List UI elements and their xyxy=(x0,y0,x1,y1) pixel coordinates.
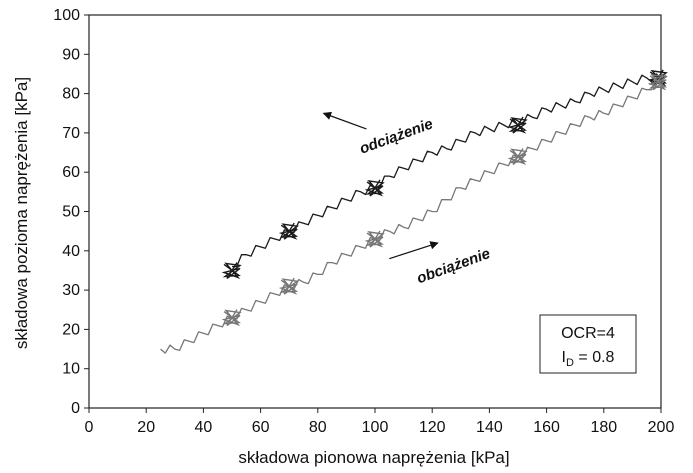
annotation-arrow xyxy=(389,241,439,260)
x-tick-label: 0 xyxy=(85,419,94,436)
y-tick-label: 50 xyxy=(62,204,80,221)
series-cluster xyxy=(507,116,528,134)
x-axis-label: składowa pionowa naprężenia [kPa] xyxy=(238,448,509,467)
y-tick-label: 70 xyxy=(62,125,80,142)
series-cluster xyxy=(647,73,668,91)
series-cluster xyxy=(507,148,528,166)
y-tick-label: 60 xyxy=(62,164,80,181)
x-tick-label: 100 xyxy=(362,419,389,436)
parameter-box-frame xyxy=(539,314,637,374)
annotation-label: odciążenie xyxy=(357,115,435,157)
x-tick-label: 140 xyxy=(476,419,503,436)
x-tick-label: 80 xyxy=(309,419,327,436)
y-tick-label: 90 xyxy=(62,46,80,63)
series-cluster xyxy=(278,277,299,295)
annotation-arrow xyxy=(322,111,367,130)
x-tick-label: 60 xyxy=(252,419,270,436)
x-tick-label: 180 xyxy=(590,419,617,436)
x-tick-label: 200 xyxy=(648,419,675,436)
x-tick-label: 20 xyxy=(137,419,155,436)
x-tick-label: 40 xyxy=(195,419,213,436)
series-cluster xyxy=(221,309,242,327)
x-tick-label: 160 xyxy=(533,419,560,436)
box-line-id: ID = 0.8 xyxy=(562,349,615,369)
series-line xyxy=(231,73,662,268)
series-cluster xyxy=(221,262,242,280)
y-tick-label: 100 xyxy=(53,7,80,24)
annotation-label: obciążenie xyxy=(415,245,493,287)
series-cluster xyxy=(278,222,299,240)
series-1 xyxy=(221,69,668,280)
y-tick-label: 80 xyxy=(62,86,80,103)
series-group xyxy=(160,69,668,354)
y-tick-label: 10 xyxy=(62,361,80,378)
series-2 xyxy=(160,73,668,354)
series-line xyxy=(160,77,662,354)
box-line-ocr: OCR=4 xyxy=(561,325,615,342)
tick-labels: 0 20 40 60 80 100 120 140 160 180 200 0 10 20 30 40 50 60… xyxy=(53,7,674,436)
series-cluster xyxy=(364,230,385,248)
y-tick-label: 40 xyxy=(62,243,80,260)
parameter-box: OCR=4 ID = 0.8 xyxy=(539,314,637,374)
x-tick-label: 120 xyxy=(419,419,446,436)
series-cluster xyxy=(364,179,385,197)
y-tick-label: 30 xyxy=(62,282,80,299)
y-tick-label: 0 xyxy=(71,400,80,417)
y-axis-label: składowa pozioma naprężenia [kPa] xyxy=(12,77,31,349)
y-tick-label: 20 xyxy=(62,321,80,338)
